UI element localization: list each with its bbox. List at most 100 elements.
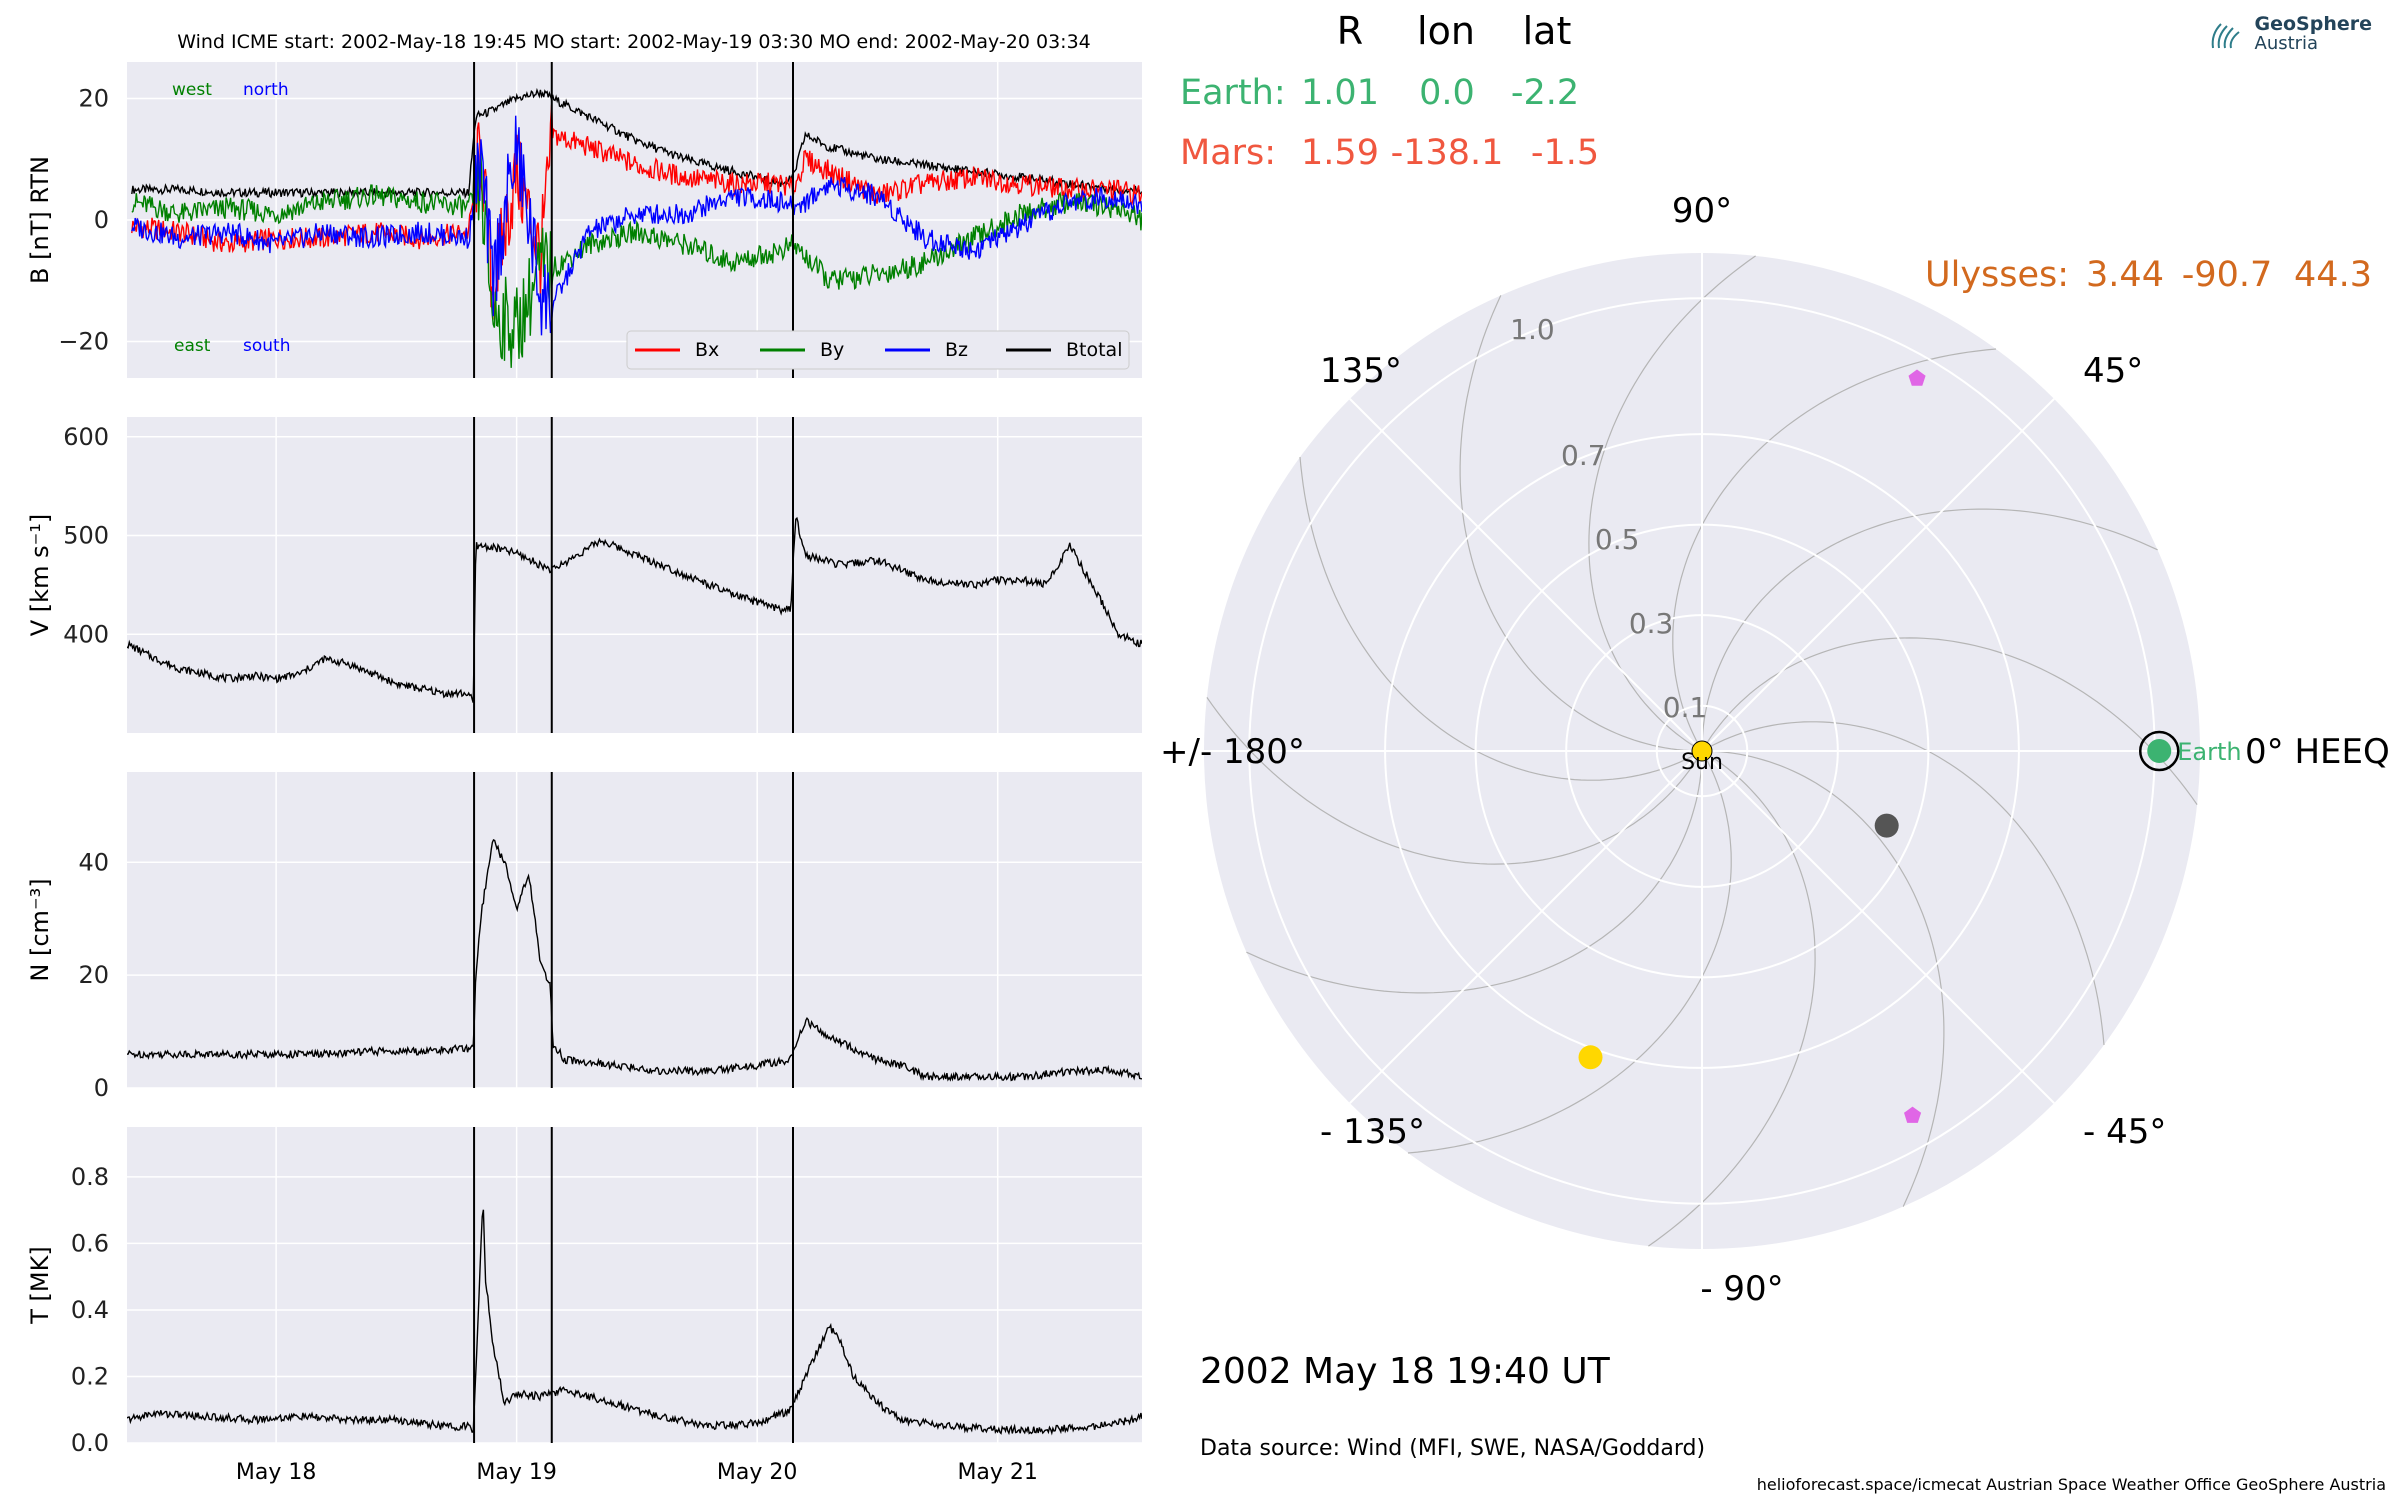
table-row-earth-r: 1.01 bbox=[1301, 73, 1379, 113]
series-line-v bbox=[127, 516, 1142, 703]
table-row-earth-lon: 0.0 bbox=[1419, 73, 1475, 113]
series-line-bz bbox=[131, 115, 1142, 336]
source-text: Data source: Wind (MFI, SWE, NASA/Goddar… bbox=[1200, 1436, 1705, 1461]
table-header-r: R bbox=[1337, 9, 1363, 53]
y-tick-label: −20 bbox=[58, 328, 109, 356]
y-axis-label: V [km s⁻¹] bbox=[26, 514, 54, 636]
y-tick-label: 600 bbox=[63, 423, 109, 451]
spiral-line bbox=[1206, 697, 1703, 865]
angular-gridline bbox=[1349, 398, 1703, 752]
panel-background bbox=[127, 417, 1142, 733]
series-line-bx bbox=[131, 104, 1142, 320]
corner-label-west: west bbox=[172, 80, 212, 100]
spiral-line bbox=[1648, 750, 1816, 1247]
spiral-line bbox=[1459, 295, 1703, 752]
spiral-line bbox=[1701, 721, 2105, 1046]
time-series-title: Wind ICME start: 2002-May-18 19:45 MO st… bbox=[177, 31, 1091, 53]
y-tick-label: 0 bbox=[94, 206, 109, 234]
logo-name: GeoSphere bbox=[2254, 12, 2373, 35]
spiral-line bbox=[1701, 750, 1945, 1207]
angle-label-deg0: 0° HEEQ bbox=[2245, 732, 2390, 772]
y-tick-label: 0.0 bbox=[71, 1429, 109, 1457]
x-tick-label: May 21 bbox=[957, 1460, 1037, 1485]
angular-gridline bbox=[1701, 398, 2055, 752]
geosphere-logo: GeoSphere Austria bbox=[2207, 12, 2373, 54]
panel-background bbox=[127, 1127, 1142, 1443]
parker-spirals bbox=[1206, 255, 2198, 1247]
corner-label-north: north bbox=[243, 80, 289, 100]
table-header-lon: lon bbox=[1417, 9, 1475, 53]
spiral-line bbox=[1588, 255, 1756, 752]
series-group bbox=[127, 838, 1142, 1082]
y-tick-label: 400 bbox=[63, 620, 109, 648]
earth-marker bbox=[2147, 739, 2172, 763]
corner-label-east: east bbox=[174, 336, 211, 356]
series-line-n bbox=[127, 838, 1142, 1082]
panel-2: 600 500 400 V [km s⁻¹] bbox=[26, 417, 1142, 733]
y-tick-label: 20 bbox=[78, 84, 109, 112]
table-row-ulysses-lon: -90.7 bbox=[2182, 255, 2273, 295]
panel-1: 20 0 −20 B [nT] RTN west north east south Bx By Bz… bbox=[26, 62, 1142, 378]
polar-plot: 0.1 0.3 0.5 0.7 1.0 0° HEEQ 45° 90° 135° +/- 180°… bbox=[1160, 191, 2390, 1309]
y-tick-label: 0.2 bbox=[71, 1362, 109, 1390]
y-tick-label: 0 bbox=[94, 1074, 109, 1102]
r-tick-label: 0.5 bbox=[1595, 523, 1640, 556]
planet-gray-marker bbox=[1874, 813, 1899, 838]
r-tick-label: 0.3 bbox=[1629, 607, 1674, 640]
sun-label: Sun bbox=[1681, 750, 1723, 775]
y-tick-label: 40 bbox=[78, 848, 109, 876]
credits-text: helioforecast.space/icmecat Austrian Spa… bbox=[1757, 1475, 2386, 1494]
panel-background bbox=[127, 772, 1142, 1088]
x-tick-label: May 20 bbox=[717, 1460, 797, 1485]
table-row-ulysses-r: 3.44 bbox=[2086, 255, 2164, 295]
spacecraft-marker bbox=[1908, 369, 1926, 386]
angle-label-deg45: 45° bbox=[2083, 351, 2143, 391]
table-row-earth-name: Earth: bbox=[1180, 73, 1286, 113]
legend-label: Btotal bbox=[1066, 339, 1122, 361]
x-tick-label: May 19 bbox=[476, 1460, 556, 1485]
table-row-ulysses-lat: 44.3 bbox=[2294, 255, 2372, 295]
angle-label-degm90: - 90° bbox=[1700, 1269, 1783, 1309]
spacecraft-marker bbox=[1904, 1106, 1922, 1123]
legend-label: Bz bbox=[945, 339, 968, 361]
earth-ring bbox=[2139, 730, 2180, 772]
y-axis-label: T [MK] bbox=[26, 1246, 54, 1324]
legend-box bbox=[626, 330, 1130, 370]
date-text: 2002 May 18 19:40 UT bbox=[1200, 1351, 1611, 1392]
angular-gridline bbox=[1701, 750, 2055, 1104]
y-tick-label: 0.4 bbox=[71, 1296, 109, 1324]
spiral-line bbox=[1701, 637, 2198, 805]
series-group bbox=[127, 1209, 1142, 1436]
panel-4: 0.8 0.6 0.4 0.2 0.0 T [MK] May 18 May 19 May 20 M… bbox=[26, 1127, 1142, 1485]
series-line-t bbox=[127, 1209, 1142, 1436]
series-line-by bbox=[131, 148, 1142, 368]
corner-label-south: south bbox=[243, 336, 290, 356]
y-axis-label: B [nT] RTN bbox=[26, 156, 54, 284]
panel-3: 40 20 0 N [cm⁻³] bbox=[26, 772, 1142, 1102]
logo-sub: Austria bbox=[2254, 32, 2319, 54]
angle-label-degm135: - 135° bbox=[1320, 1112, 1425, 1152]
sun-marker bbox=[1691, 740, 1713, 762]
series-group bbox=[131, 87, 1142, 368]
table-row-earth-lat: -2.2 bbox=[1511, 73, 1579, 113]
planet-yellow-marker bbox=[1578, 1045, 1603, 1070]
x-tick-label: May 18 bbox=[236, 1460, 316, 1485]
table-row-mars-lat: -1.5 bbox=[1531, 133, 1599, 173]
table-row-mars-r: 1.59 bbox=[1301, 133, 1379, 173]
earth-label: Earth bbox=[2177, 738, 2241, 766]
y-tick-label: 20 bbox=[78, 961, 109, 989]
table-row-mars-name: Mars: bbox=[1180, 133, 1276, 173]
y-tick-label: 0.8 bbox=[71, 1163, 109, 1191]
y-tick-label: 0.6 bbox=[71, 1229, 109, 1257]
spiral-line bbox=[1246, 750, 1703, 994]
legend-label: By bbox=[820, 339, 844, 361]
table-row-ulysses-name: Ulysses: bbox=[1925, 255, 2069, 295]
geosphere-logo-icon bbox=[2211, 23, 2240, 49]
angle-label-deg180: +/- 180° bbox=[1160, 732, 1305, 772]
series-group bbox=[127, 516, 1142, 703]
r-tick-label: 0.7 bbox=[1561, 439, 1606, 472]
angle-label-degm45: - 45° bbox=[2083, 1112, 2166, 1152]
legend: Bx By Bz Btotal bbox=[626, 330, 1130, 370]
r-tick-label: 0.1 bbox=[1663, 691, 1708, 724]
